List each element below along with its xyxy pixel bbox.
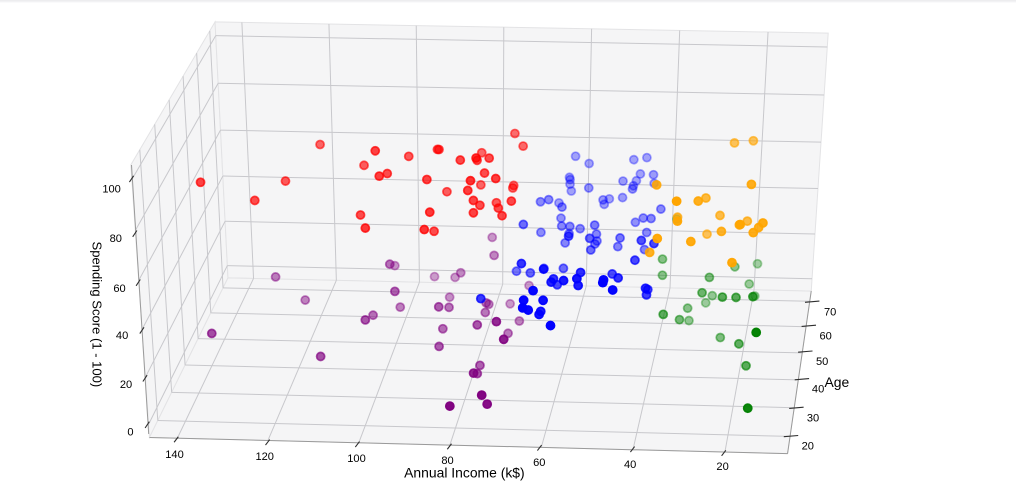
svg-text:140: 140 <box>165 449 184 461</box>
svg-text:20: 20 <box>120 379 132 391</box>
svg-text:60: 60 <box>113 283 125 295</box>
svg-text:Age: Age <box>825 374 850 390</box>
svg-text:Annual Income (k$): Annual Income (k$) <box>404 465 524 481</box>
svg-text:40: 40 <box>624 459 636 471</box>
svg-text:80: 80 <box>110 233 122 245</box>
svg-text:60: 60 <box>533 457 545 469</box>
svg-text:80: 80 <box>441 455 453 467</box>
svg-text:20: 20 <box>716 461 728 473</box>
svg-text:20: 20 <box>802 441 814 453</box>
svg-text:30: 30 <box>807 412 819 424</box>
svg-text:60: 60 <box>820 331 832 343</box>
svg-text:100: 100 <box>347 453 366 465</box>
svg-text:40: 40 <box>116 330 128 342</box>
svg-text:70: 70 <box>824 306 836 318</box>
svg-text:100: 100 <box>102 183 121 195</box>
svg-text:120: 120 <box>255 451 274 463</box>
svg-text:50: 50 <box>816 356 828 368</box>
svg-text:0: 0 <box>127 426 133 438</box>
svg-text:Spending Score (1 - 100): Spending Score (1 - 100) <box>90 242 105 388</box>
svg-text:40: 40 <box>812 384 824 396</box>
